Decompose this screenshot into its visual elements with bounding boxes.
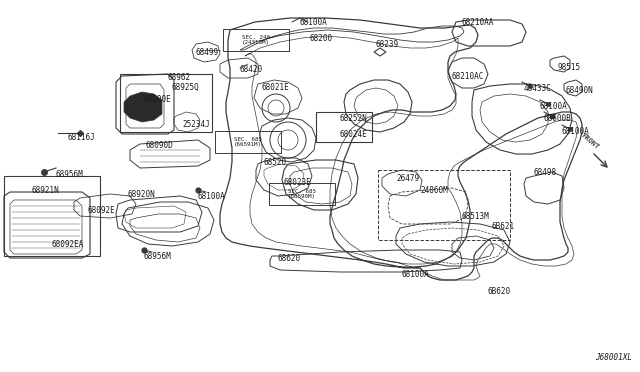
Text: 68490N: 68490N [566,86,594,95]
Text: 68021E: 68021E [262,83,290,92]
Text: 68520: 68520 [264,158,287,167]
Text: 68200: 68200 [310,34,333,43]
Text: 68513M: 68513M [462,212,490,221]
Bar [4,176,100,256]
Bar [269,183,335,205]
Text: 68420: 68420 [240,65,263,74]
Text: 68956M: 68956M [144,252,172,261]
Text: FRONT: FRONT [580,132,600,150]
Text: 68239: 68239 [375,40,398,49]
Text: J68001XL: J68001XL [595,353,632,362]
Bar [223,29,289,51]
Text: 68956M: 68956M [56,170,84,179]
Text: 68024E: 68024E [340,130,368,139]
Text: 24860M: 24860M [420,186,448,195]
Text: 68090D: 68090D [146,141,173,150]
Polygon shape [124,92,162,122]
Text: 68100A: 68100A [300,18,328,27]
Text: 68962: 68962 [168,73,191,82]
Text: 68100A: 68100A [562,127,589,136]
Bar [316,112,372,142]
Text: 25234J: 25234J [182,120,210,129]
Text: 68210AC: 68210AC [452,72,484,81]
Text: 98515: 98515 [558,63,581,72]
Text: 68210AA: 68210AA [462,18,494,27]
Text: 68100A: 68100A [402,270,429,279]
Bar [215,131,281,153]
Bar [378,170,510,240]
Text: 68116J: 68116J [68,133,96,142]
Text: 69090E: 69090E [144,95,172,104]
Text: 6B620: 6B620 [488,287,511,296]
Text: 68620: 68620 [278,254,301,263]
Text: 68498: 68498 [534,168,557,177]
Text: 68092E: 68092E [88,206,116,215]
Text: 26479: 26479 [396,174,419,183]
Text: 6B621: 6B621 [492,222,515,231]
Text: SEC. 685
(66590M): SEC. 685 (66590M) [288,189,316,199]
Text: 48433C: 48433C [524,84,552,93]
Text: 68600B: 68600B [544,114,572,123]
Text: 68921N: 68921N [32,186,60,195]
Text: 68100A: 68100A [198,192,226,201]
Text: SEC. 240
(24313M): SEC. 240 (24313M) [242,35,270,45]
Bar [120,74,212,132]
Text: 68925Q: 68925Q [172,83,200,92]
Text: 68920N: 68920N [128,190,156,199]
Text: 68100A: 68100A [540,102,568,111]
Text: SEC. 685
(66591M): SEC. 685 (66591M) [234,137,262,147]
Text: 68499: 68499 [196,48,219,57]
Text: 68092EA: 68092EA [52,240,84,249]
Text: 68252N: 68252N [340,114,368,123]
Text: 68023E: 68023E [284,178,312,187]
